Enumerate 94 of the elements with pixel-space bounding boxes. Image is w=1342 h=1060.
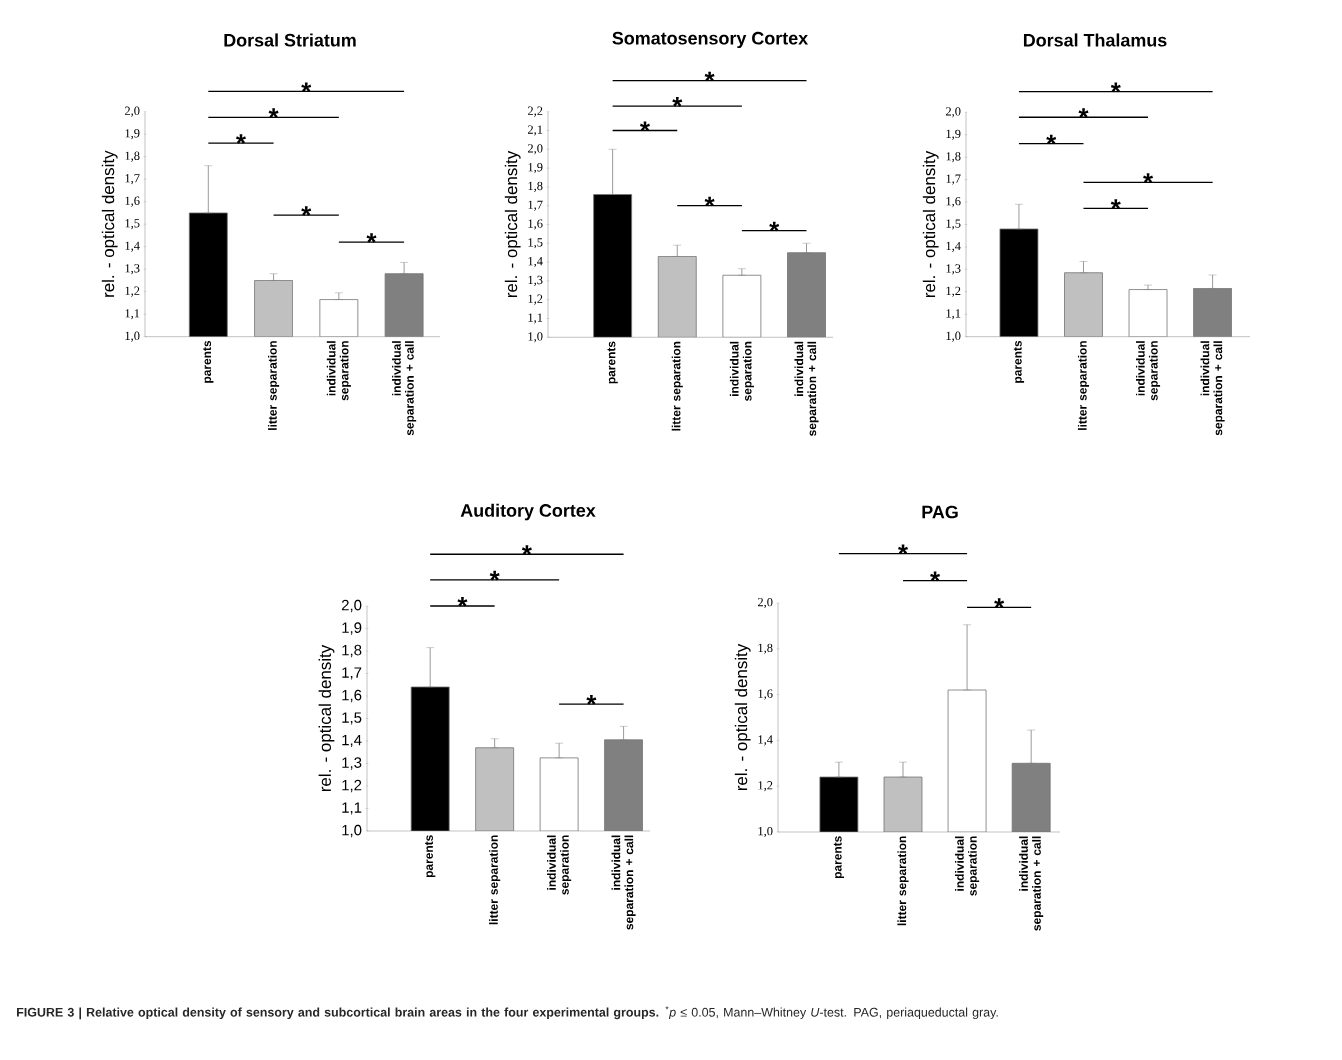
y-tick-label: 1,7 [528, 200, 543, 211]
chart-title: Somatosensory Cortex [612, 31, 809, 49]
y-axis-title: rel. - optical density [734, 643, 751, 791]
y-tick-label: 1,0 [946, 331, 961, 342]
y-tick-label: 1,5 [342, 712, 362, 725]
chart-title: PAG [922, 505, 958, 519]
y-tick-label: 1,6 [342, 689, 362, 703]
y-tick-label: 2,1 [527, 125, 543, 136]
y-tick-label: 1,6 [946, 196, 961, 208]
y-tick-label: 2,0 [124, 106, 140, 117]
chart-title: Dorsal Thalamus [1023, 33, 1167, 47]
chart-title: Dorsal Striatum [224, 33, 356, 47]
x-tick-label: parents [1013, 340, 1025, 383]
annotation: * [1078, 108, 1089, 118]
y-axis-title: rel. - optical density [101, 150, 118, 297]
y-tick-label: 1,4 [125, 241, 140, 252]
x-tick-label: parents [425, 835, 436, 878]
x-tick-label: individual separation + call [392, 341, 417, 436]
x-tick-label: individual separation + call [1019, 836, 1044, 931]
y-tick-label: 1,9 [528, 163, 543, 174]
y-tick-label: 1,9 [125, 129, 140, 140]
x-tick-label: litter separation [1077, 341, 1090, 430]
y-tick-label: 1,4 [342, 734, 362, 748]
annotation: * [366, 233, 377, 243]
annotation: * [1143, 173, 1154, 183]
y-tick-label: 1,2 [125, 286, 140, 297]
chart-title: Auditory Cortex [460, 503, 596, 521]
y-tick-label: 1,2 [342, 779, 362, 793]
y-tick-label: 1,8 [946, 152, 961, 163]
y-tick-label: 1,9 [342, 622, 362, 635]
y-tick-label: 1,8 [758, 643, 773, 654]
x-tick-label: individual separation [547, 835, 572, 895]
annotation: * [301, 206, 312, 216]
y-tick-label: 1,3 [528, 275, 543, 286]
y-tick-label: 1,6 [528, 219, 543, 230]
x-tick-label: litter separation [268, 341, 280, 430]
y-tick-label: 1,1 [125, 309, 140, 320]
y-tick-label: 1,8 [342, 644, 362, 658]
y-tick-label: 1,8 [528, 181, 543, 192]
x-tick-label: parents [833, 836, 845, 879]
y-tick-label: 1,4 [946, 241, 961, 253]
y-tick-label: 1,8 [125, 151, 140, 162]
y-tick-label: 1,3 [342, 757, 362, 770]
annotation: * [268, 108, 279, 118]
y-tick-label: 2,0 [341, 599, 362, 613]
annotation: * [639, 121, 650, 132]
y-tick-label: 1,0 [528, 332, 543, 343]
x-tick-label: parents [203, 340, 214, 383]
y-tick-label: 1,1 [946, 309, 961, 320]
x-tick-label: litter separation [671, 341, 683, 431]
x-tick-label: individual separation + call [794, 341, 819, 436]
y-tick-label: 1,5 [125, 219, 140, 230]
y-axis-title: rel. - optical density [504, 150, 521, 298]
y-tick-label: 1,2 [758, 781, 773, 792]
y-tick-label: 1,5 [528, 238, 543, 249]
y-tick-label: 1,1 [342, 802, 362, 815]
text: * [489, 570, 500, 581]
x-tick-label: individual separation + call [1200, 341, 1225, 436]
text: * [672, 97, 683, 107]
y-tick-label: 1,1 [528, 313, 543, 324]
y-tick-label: 2,0 [945, 107, 961, 118]
y-tick-label: 2,0 [527, 144, 543, 155]
y-tick-label: 1,7 [125, 174, 140, 185]
text: FIGURE 3 | Relative optical density of sensory and subcortical brain areas in the four experimental groups. $^{*}$p ≤ 0.05, Mann–Whitney U-test. PAG, periaqueductal gray. [17, 1006, 998, 1020]
y-tick-label: 1,0 [342, 824, 362, 838]
y-tick-label: 2,0 [757, 597, 773, 609]
x-tick-label: individual separation [955, 836, 980, 896]
y-tick-label: 1,3 [125, 264, 140, 275]
text: * [521, 545, 532, 555]
y-axis-title: rel. - optical density [318, 644, 335, 792]
text: * [301, 82, 312, 93]
annotation: * [457, 596, 468, 607]
x-tick-label: litter separation [897, 836, 909, 926]
y-tick-label: 1,3 [946, 264, 961, 275]
x-tick-label: litter separation [489, 835, 501, 925]
y-tick-label: 1,7 [342, 667, 362, 680]
y-axis-title: rel. - optical density [922, 150, 939, 298]
y-tick-label: 1,2 [528, 294, 543, 305]
annotation: * [235, 134, 246, 144]
y-tick-label: 1,9 [946, 129, 961, 140]
y-tick-label: 1,2 [946, 286, 961, 297]
y-tick-label: 1,4 [758, 735, 773, 746]
y-tick-label: 1,4 [528, 257, 543, 268]
y-tick-label: 1,5 [946, 219, 961, 230]
y-tick-label: 1,0 [758, 826, 773, 838]
annotation: * [1110, 199, 1121, 209]
y-tick-label: 2,2 [527, 106, 543, 117]
y-tick-label: 1,6 [125, 196, 140, 207]
x-tick-label: individual separation + call [611, 835, 636, 930]
y-tick-label: 1,0 [125, 331, 140, 342]
y-tick-label: 1,7 [946, 174, 961, 185]
annotation: * [586, 695, 597, 705]
x-tick-label: parents [607, 341, 618, 384]
y-tick-label: 1,6 [758, 689, 773, 700]
